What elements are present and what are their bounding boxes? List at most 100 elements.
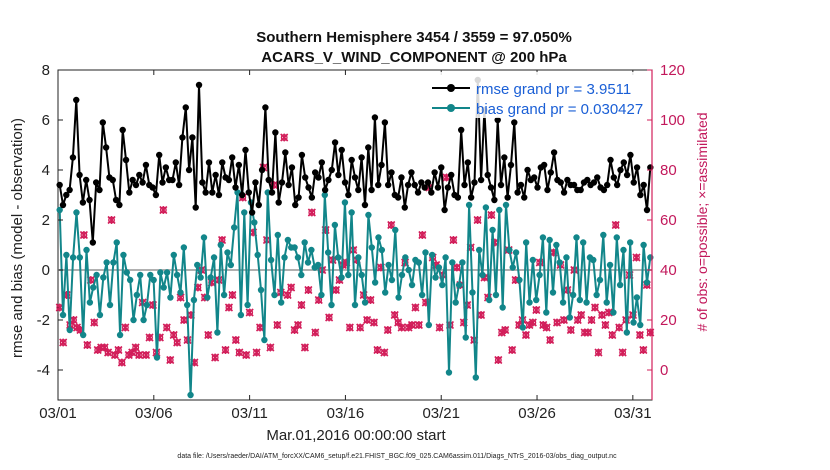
rmse-point bbox=[590, 179, 598, 186]
rmse-point bbox=[219, 159, 226, 166]
y-left-tick-label: 0 bbox=[42, 262, 50, 279]
bias-point bbox=[207, 274, 214, 281]
bias-point bbox=[140, 316, 147, 324]
bias-point bbox=[620, 246, 627, 254]
rmse-point bbox=[331, 139, 339, 146]
obs-assimilated-marker bbox=[494, 355, 503, 365]
legend-bias-label: bias grand pr = 0.030427 bbox=[476, 101, 643, 118]
rmse-point bbox=[358, 154, 365, 161]
obs-assimilated-marker bbox=[566, 325, 575, 335]
rmse-point bbox=[242, 146, 249, 154]
bias-point bbox=[338, 274, 345, 281]
bias-point bbox=[415, 259, 422, 266]
obs-assimilated-marker bbox=[383, 325, 392, 335]
rmse-point bbox=[195, 81, 203, 89]
bias-point bbox=[163, 269, 171, 276]
rmse-point bbox=[215, 191, 223, 199]
rmse-point bbox=[560, 189, 568, 196]
bias-point bbox=[86, 299, 94, 306]
rmse-point bbox=[524, 166, 531, 174]
bias-point bbox=[133, 291, 141, 299]
rmse-point bbox=[209, 189, 216, 196]
rmse-point bbox=[66, 186, 73, 194]
obs-assimilated-marker bbox=[331, 285, 341, 295]
rmse-point bbox=[408, 169, 415, 176]
rmse-point bbox=[511, 119, 518, 126]
bias-point bbox=[365, 211, 372, 219]
y-left-tick-label: -2 bbox=[37, 312, 50, 329]
x-tick-label: 03/26 bbox=[518, 405, 556, 422]
bias-point bbox=[197, 274, 204, 281]
bias-point bbox=[56, 206, 63, 214]
x-axis-label: Mar.01,2016 00:00:00 start bbox=[266, 427, 446, 444]
bias-point bbox=[580, 239, 587, 246]
rmse-point bbox=[56, 181, 63, 189]
obs-assimilated-marker bbox=[559, 315, 569, 325]
rmse-point bbox=[530, 174, 538, 181]
bias-point bbox=[137, 271, 144, 279]
bias-point bbox=[590, 256, 597, 264]
rmse-point bbox=[494, 116, 501, 124]
bias-point bbox=[274, 231, 282, 239]
y-right-tick-label: 120 bbox=[660, 62, 685, 79]
rmse-point bbox=[335, 171, 342, 179]
rmse-point bbox=[199, 179, 206, 186]
bias-point bbox=[348, 209, 355, 216]
bias-point bbox=[351, 301, 359, 309]
rmse-point bbox=[577, 186, 584, 194]
rmse-point bbox=[640, 181, 647, 189]
bias-point bbox=[643, 279, 651, 286]
obs-assimilated-marker bbox=[117, 358, 126, 367]
bias-point bbox=[241, 209, 248, 216]
bias-point bbox=[214, 329, 221, 336]
bias-point bbox=[358, 271, 365, 279]
bias-point bbox=[103, 259, 110, 266]
obs-assimilated-marker bbox=[204, 330, 213, 340]
obs-assimilated-marker bbox=[452, 263, 461, 272]
rmse-point bbox=[288, 164, 296, 171]
rmse-point bbox=[185, 166, 193, 174]
rmse-point bbox=[600, 186, 608, 194]
obs-assimilated-marker bbox=[597, 310, 606, 320]
rmse-point bbox=[156, 151, 163, 159]
bias-point bbox=[314, 261, 322, 269]
bias-point bbox=[499, 304, 506, 311]
rmse-point bbox=[175, 181, 183, 189]
obs-assimilated-marker bbox=[173, 338, 182, 347]
bias-point bbox=[150, 276, 157, 284]
obs-assimilated-marker bbox=[577, 310, 586, 320]
y-right-tick-label: 20 bbox=[660, 312, 677, 329]
y-right-tick-label: 80 bbox=[660, 162, 677, 179]
rmse-point bbox=[298, 151, 306, 159]
bias-point bbox=[472, 374, 480, 381]
bias-point bbox=[328, 301, 335, 309]
obs-assimilated-marker bbox=[411, 303, 420, 312]
rmse-point bbox=[464, 159, 472, 166]
bias-point bbox=[449, 259, 456, 266]
rmse-point bbox=[245, 189, 253, 196]
rmse-point bbox=[477, 176, 485, 184]
rmse-point bbox=[59, 201, 67, 209]
rmse-point bbox=[501, 154, 508, 161]
rmse-point bbox=[441, 206, 448, 214]
obs-assimilated-marker bbox=[618, 348, 627, 357]
rmse-point bbox=[570, 181, 578, 189]
bias-point bbox=[583, 299, 590, 306]
rmse-point bbox=[401, 204, 408, 211]
bias-point bbox=[600, 231, 607, 239]
rmse-point bbox=[96, 186, 103, 194]
chart-title-line2: ACARS_V_WIND_COMPONENT @ 200 hPa bbox=[261, 49, 567, 66]
obs-assimilated-marker bbox=[131, 343, 140, 352]
obs-assimilated-marker bbox=[266, 343, 275, 352]
bias-point bbox=[452, 299, 459, 306]
obs-assimilated-marker bbox=[242, 350, 251, 360]
bias-point bbox=[294, 254, 302, 261]
legend-rmse-label: rmse grand pr = 3.9511 bbox=[476, 81, 631, 98]
bias-point bbox=[157, 269, 164, 276]
obs-assimilated-marker bbox=[594, 348, 603, 357]
rmse-point bbox=[388, 169, 395, 176]
bias-point bbox=[324, 249, 332, 256]
obs-assimilated-marker bbox=[307, 208, 316, 217]
obs-assimilated-marker bbox=[90, 318, 99, 327]
bias-point bbox=[177, 289, 184, 296]
